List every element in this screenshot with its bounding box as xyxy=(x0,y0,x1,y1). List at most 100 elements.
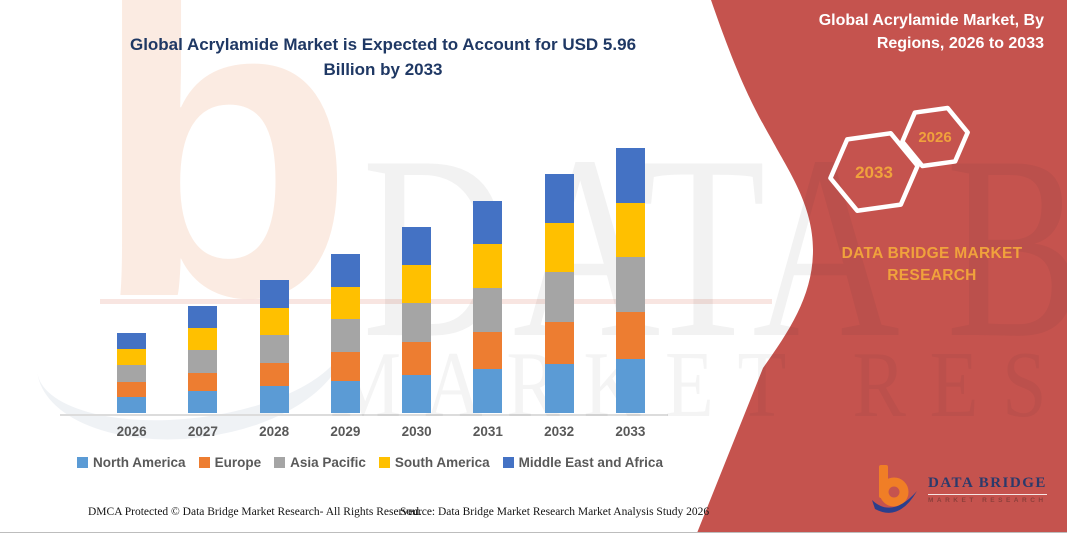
hexagon-start-year-label: 2026 xyxy=(918,129,951,146)
bar-segment xyxy=(402,226,432,265)
x-axis-line xyxy=(60,414,668,416)
hexagon-2033-icon xyxy=(828,131,920,213)
year-hexagons: 2033 2026 xyxy=(828,105,970,213)
x-axis-tick-label: 2026 xyxy=(116,424,147,439)
bar-segment xyxy=(615,256,645,313)
bar-segment xyxy=(402,342,432,375)
bar-segment xyxy=(259,307,289,335)
banner-title-line1: Global Acrylamide Market, By xyxy=(818,12,1044,29)
legend-item: Asia Pacific xyxy=(274,455,366,470)
bar-segment xyxy=(402,303,432,343)
bar-segment xyxy=(188,372,218,392)
watermark-stripe xyxy=(100,299,772,304)
stacked-bar-chart xyxy=(96,133,666,413)
bar-segment xyxy=(117,396,147,413)
bar-segment xyxy=(473,244,503,288)
legend-swatch-icon xyxy=(274,457,286,468)
dmca-notice: DMCA Protected © Data Bridge Market Rese… xyxy=(88,506,422,518)
bar-segment xyxy=(117,382,147,397)
bar-column-2027 xyxy=(167,306,238,413)
legend-swatch-icon xyxy=(198,457,210,468)
bar-segment xyxy=(188,306,218,329)
bar-stack xyxy=(259,280,289,413)
bar-column-2029 xyxy=(310,254,381,413)
x-axis-tick-label: 2027 xyxy=(187,424,218,439)
legend-item: Europe xyxy=(198,455,261,470)
bar-column-2032 xyxy=(524,174,595,413)
x-axis-tick-label: 2032 xyxy=(544,424,575,439)
hexagon-end-year-label: 2033 xyxy=(855,163,893,182)
bar-column-2031 xyxy=(452,200,523,413)
bar-segment xyxy=(615,358,645,413)
bar-segment xyxy=(544,223,574,272)
legend-swatch-icon xyxy=(378,457,390,468)
company-logo-divider xyxy=(928,494,1047,495)
bar-segment xyxy=(544,174,574,224)
bar-segment xyxy=(117,365,147,383)
bar-stack xyxy=(473,200,503,413)
page-title-line1: Global Acrylamide Market is Expected to … xyxy=(129,35,637,54)
bar-segment xyxy=(402,374,432,413)
brand-text: DATA BRIDGE MARKET RESEARCH xyxy=(818,243,1046,288)
bar-column-2026 xyxy=(96,332,167,413)
legend-label: Middle East and Africa xyxy=(518,455,663,470)
bar-segment xyxy=(259,280,289,308)
bar-segment xyxy=(473,200,503,245)
legend-label: South America xyxy=(394,455,490,470)
x-axis-tick-label: 2030 xyxy=(401,424,432,439)
x-axis-labels: 2026 2027 2028 2029 2030 2031 2032 2033 xyxy=(96,424,666,439)
bar-segment xyxy=(259,385,289,413)
bar-segment xyxy=(615,202,645,257)
banner-title-line2: Regions, 2026 to 2033 xyxy=(876,34,1044,52)
bar-segment xyxy=(402,264,432,304)
bar-segment xyxy=(330,352,360,381)
company-logo-tagline: MARKET RESEARCH xyxy=(928,497,1047,504)
chart-legend: North America Europe Asia Pacific South Ame… xyxy=(50,455,690,470)
brand-text-line2: RESEARCH xyxy=(887,267,977,285)
company-logo-name: DATA BRIDGE xyxy=(928,475,1047,491)
company-logo: DATA BRIDGE MARKET RESEARCH xyxy=(872,462,1047,517)
source-note: Source: Data Bridge Market Research Mark… xyxy=(400,506,710,518)
bar-stack xyxy=(330,254,360,413)
x-axis-tick-label: 2033 xyxy=(615,424,646,439)
bar-segment xyxy=(544,322,574,365)
bar-column-2028 xyxy=(239,280,310,413)
brand-text-line1: DATA BRIDGE MARKET xyxy=(841,245,1023,262)
bar-segment xyxy=(544,364,574,413)
bar-segment xyxy=(188,349,218,373)
bar-segment xyxy=(188,391,218,413)
bar-segment xyxy=(330,319,360,353)
bar-stack xyxy=(188,306,218,413)
bar-segment xyxy=(615,312,645,359)
x-axis-tick-label: 2028 xyxy=(259,424,290,439)
bar-segment xyxy=(330,286,360,320)
bar-stack xyxy=(117,332,147,413)
bar-segment xyxy=(188,328,218,350)
legend-item: Middle East and Africa xyxy=(502,455,663,470)
bar-segment xyxy=(544,271,574,323)
legend-swatch-icon xyxy=(77,457,89,468)
bar-segment xyxy=(259,362,289,386)
bar-segment xyxy=(259,334,289,363)
x-axis-tick-label: 2029 xyxy=(330,424,361,439)
bar-segment xyxy=(473,287,503,333)
legend-label: North America xyxy=(93,455,186,470)
x-axis-tick-label: 2031 xyxy=(472,424,503,439)
bar-segment xyxy=(330,380,360,413)
legend-label: Asia Pacific xyxy=(290,455,366,470)
hexagon-2026-icon xyxy=(900,105,970,169)
bar-stack xyxy=(615,147,645,413)
bar-segment xyxy=(117,332,147,349)
bar-segment xyxy=(473,369,503,413)
bar-segment xyxy=(330,254,360,287)
banner-title: Global Acrylamide Market, By Regions, 20… xyxy=(764,10,1044,55)
bar-column-2030 xyxy=(381,226,452,413)
page-title: Global Acrylamide Market is Expected to … xyxy=(90,33,676,82)
bar-segment xyxy=(615,147,645,203)
legend-swatch-icon xyxy=(502,457,514,468)
bar-stack xyxy=(402,226,432,413)
company-logo-icon xyxy=(872,465,917,513)
legend-item: South America xyxy=(378,455,490,470)
